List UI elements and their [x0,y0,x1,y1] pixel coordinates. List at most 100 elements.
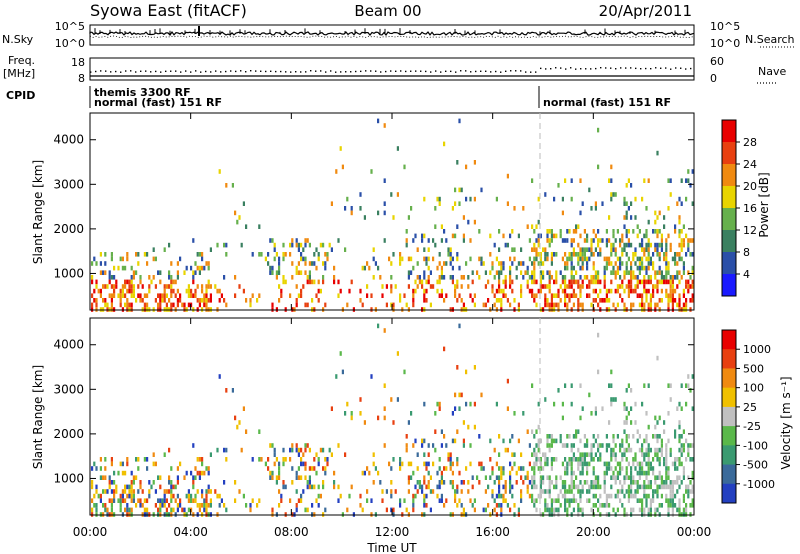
power-cell [412,293,415,298]
cpid-entry-3: normal (fast) 151 RF [543,96,671,109]
power-cell [429,302,432,308]
velocity-cell [625,406,628,411]
velocity-cell [313,457,316,462]
velocity-cell [207,484,210,490]
power-cell [113,265,116,271]
nsky-panel-frame [89,24,695,46]
power-cell [313,261,316,266]
power-cell [680,229,683,234]
power-cell [685,178,688,183]
freq-trace [90,67,694,77]
velocity-cell [93,493,96,499]
velocity-cell [407,461,410,467]
velocity-cell [634,493,637,499]
power-cell [553,252,556,257]
power-cell [502,265,505,271]
power-cell [630,284,633,289]
power-cell [119,298,122,303]
velocity-cell [652,457,655,462]
velocity-cell [245,429,248,434]
velocity-cell [438,466,441,471]
velocity-cell [390,507,393,513]
velocity-cell [634,457,637,462]
power-cell [495,298,498,303]
power-cell [645,270,648,275]
power-cell [623,215,626,220]
power-cell [273,247,276,252]
power-cell [513,256,516,262]
velocity-cell [194,498,197,503]
velocity-cell [234,498,237,503]
velocity-cell [170,466,173,471]
power-cell [427,279,430,285]
power-cell [597,293,600,298]
velocity-cell [502,470,505,476]
power-cell [678,215,681,220]
velocity-xtick-label: 12:00 [375,525,410,539]
power-cell [537,233,540,239]
velocity-cell [359,397,362,402]
velocity-cell [674,493,677,499]
velocity-cell [625,470,628,476]
velocity-cell [414,484,417,490]
power-cell [566,238,569,243]
velocity-cell [170,489,173,494]
power-cell [438,261,441,266]
power-cell [381,293,384,298]
power-cell [471,270,474,275]
power-cell [467,275,470,280]
power-cell [297,247,300,252]
velocity-cell [504,484,507,490]
velocity-cell [132,480,135,485]
power-cell [586,293,589,298]
velocity-cell [313,466,316,471]
nave-dot [255,70,257,72]
velocity-cell [689,480,692,485]
power-cell [625,201,628,206]
power-cell [649,261,652,266]
velocity-cell [126,493,129,499]
power-cell [678,229,681,234]
power-cell [91,279,94,285]
power-cell [159,302,162,308]
nsky-label: N.Sky [2,33,34,46]
power-cell [577,298,580,303]
velocity-cell [550,457,553,462]
velocity-cell [143,457,146,462]
power-cell [528,238,531,243]
velocity-cell [544,503,547,508]
velocity-cell [385,489,388,494]
power-cell [196,284,199,289]
power-cell [399,298,402,303]
velocity-cell [440,429,443,434]
velocity-cell [304,461,307,467]
velocity-cell [674,434,677,439]
power-cell [289,252,292,257]
velocity-cell [454,498,457,503]
nave-dot [565,68,567,70]
power-cell [594,206,597,211]
velocity-cell [95,466,98,471]
velocity-cell [627,498,630,503]
power-cell [531,224,534,229]
velocity-cell [544,507,547,513]
power-cell [533,279,536,285]
power-cell [621,252,624,257]
velocity-cell [102,503,105,508]
velocity-ytick-label: 4000 [53,338,84,352]
power-cell [649,275,652,280]
power-cell [636,265,639,271]
velocity-cell [480,466,483,471]
power-cell [302,247,305,252]
power-cell [493,275,496,280]
velocity-cell [643,452,646,457]
velocity-cell [225,388,228,393]
power-cell [330,201,333,206]
power-cell [126,252,129,257]
velocity-cell [641,470,644,476]
velocity-cell [605,498,608,503]
power-cell [154,298,157,303]
velocity-cell [104,503,107,508]
power-cell [581,252,584,257]
power-cell [531,178,534,183]
